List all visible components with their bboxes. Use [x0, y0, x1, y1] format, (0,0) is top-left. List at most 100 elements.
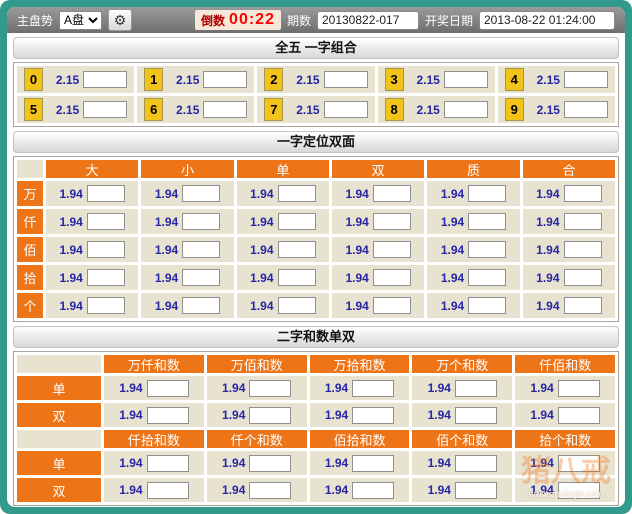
combo-cell: 6 2.15: [137, 96, 255, 123]
bet-amount-input[interactable]: [372, 297, 411, 314]
bet-amount-input[interactable]: [86, 269, 125, 286]
bet-amount-input[interactable]: [277, 269, 316, 286]
row-label: 个: [17, 293, 43, 318]
bet-amount-input[interactable]: [323, 71, 368, 88]
bet-amount-input[interactable]: [563, 185, 602, 202]
bet-amount-input[interactable]: [86, 213, 125, 230]
bet-amount-input[interactable]: [557, 379, 600, 397]
bet-amount-input[interactable]: [277, 213, 316, 230]
position-cell: 1.94: [236, 181, 329, 206]
bet-amount-input[interactable]: [454, 379, 497, 397]
bet-amount-input[interactable]: [182, 213, 221, 230]
bet-amount-input[interactable]: [372, 241, 411, 258]
bet-amount-input[interactable]: [443, 71, 488, 88]
bet-amount-input[interactable]: [352, 379, 395, 397]
bet-amount-input[interactable]: [372, 213, 411, 230]
digit-badge: 7: [264, 98, 284, 121]
bet-amount-input[interactable]: [249, 379, 292, 397]
bet-amount-input[interactable]: [277, 241, 316, 258]
bet-amount-input[interactable]: [249, 406, 292, 424]
settings-button[interactable]: ⚙: [108, 9, 133, 31]
draw-date-input[interactable]: [479, 10, 615, 30]
bet-amount-input[interactable]: [86, 297, 125, 314]
panel-mode-label: 主盘势: [17, 13, 54, 28]
bet-amount-input[interactable]: [563, 71, 608, 88]
odds-value: 1.94: [154, 242, 179, 257]
odds-value: 1.94: [345, 242, 369, 257]
bet-amount-input[interactable]: [249, 481, 292, 499]
odds-value: 1.94: [324, 483, 349, 497]
bet-amount-input[interactable]: [563, 101, 608, 118]
row-label: 佰: [17, 237, 43, 262]
row-label: 仟: [17, 209, 43, 234]
bet-amount-input[interactable]: [468, 241, 507, 258]
bet-amount-input[interactable]: [372, 185, 411, 202]
sum-cell: 1.94: [515, 478, 615, 502]
digit-badge: 1: [144, 68, 164, 91]
odds-value: 1.94: [222, 456, 246, 470]
combo-cell: 8 2.15: [377, 96, 495, 123]
bet-amount-input[interactable]: [182, 185, 221, 202]
bet-amount-input[interactable]: [249, 454, 292, 472]
bet-amount-input[interactable]: [468, 213, 507, 230]
column-header: 万拾和数: [309, 355, 410, 373]
odds-value: 1.94: [154, 186, 179, 201]
bet-amount-input[interactable]: [563, 297, 602, 314]
bet-amount-input[interactable]: [557, 454, 600, 472]
bet-amount-input[interactable]: [146, 481, 189, 499]
column-header: 仟拾和数: [104, 430, 204, 448]
odds-value: 2.15: [55, 102, 80, 117]
position-cell: 1.94: [236, 237, 329, 262]
bet-amount-input[interactable]: [203, 71, 248, 88]
bet-amount-input[interactable]: [352, 454, 395, 472]
section-position: 一字定位双面 大小单双质合万 1.94 1.94 1.94 1.94 1.94 1.94 仟 1…: [13, 131, 619, 322]
odds-value: 1.94: [59, 214, 83, 229]
sum-cell: 1.94: [412, 376, 513, 400]
section-combo-title: 全五 一字组合: [13, 37, 619, 59]
bet-amount-input[interactable]: [146, 406, 189, 424]
bet-amount-input[interactable]: [182, 269, 221, 286]
bet-amount-input[interactable]: [468, 297, 507, 314]
bet-amount-input[interactable]: [83, 101, 128, 118]
bet-amount-input[interactable]: [563, 241, 602, 258]
bet-amount-input[interactable]: [146, 379, 189, 397]
bet-amount-input[interactable]: [563, 213, 602, 230]
sum-cell: 1.94: [309, 451, 410, 475]
odds-value: 1.94: [536, 242, 560, 257]
bet-amount-input[interactable]: [86, 185, 125, 202]
bet-amount-input[interactable]: [83, 71, 128, 88]
corner-cell: [17, 430, 101, 448]
bet-amount-input[interactable]: [557, 406, 600, 424]
bet-amount-input[interactable]: [277, 297, 316, 314]
bet-amount-input[interactable]: [352, 406, 395, 424]
position-cell: 1.94: [522, 181, 615, 206]
odds-value: 1.94: [250, 186, 274, 201]
bet-amount-input[interactable]: [323, 101, 368, 118]
bet-amount-input[interactable]: [203, 101, 248, 118]
column-header: 仟个和数: [206, 430, 307, 448]
panel-select[interactable]: A盘: [59, 10, 103, 30]
bet-amount-input[interactable]: [454, 406, 497, 424]
bet-amount-input[interactable]: [182, 297, 221, 314]
bet-amount-input[interactable]: [454, 454, 497, 472]
issue-number-input[interactable]: [316, 10, 419, 30]
bet-amount-input[interactable]: [468, 185, 507, 202]
row-label: 单: [17, 451, 101, 475]
digit-badge: 0: [24, 68, 43, 91]
bet-amount-input[interactable]: [352, 481, 395, 499]
bet-amount-input[interactable]: [443, 101, 488, 118]
bet-amount-input[interactable]: [468, 269, 507, 286]
bet-amount-input[interactable]: [372, 269, 411, 286]
bet-amount-input[interactable]: [277, 185, 316, 202]
bet-amount-input[interactable]: [454, 481, 497, 499]
digit-badge: 2: [264, 68, 284, 91]
odds-value: 2.15: [296, 102, 320, 117]
odds-value: 1.94: [536, 270, 560, 285]
bet-amount-input[interactable]: [182, 241, 221, 258]
bet-amount-input[interactable]: [557, 481, 600, 499]
bet-amount-input[interactable]: [146, 454, 189, 472]
position-cell: 1.94: [236, 293, 329, 318]
bet-amount-input[interactable]: [563, 269, 602, 286]
combo-cell: 1 2.15: [137, 66, 255, 93]
bet-amount-input[interactable]: [86, 241, 125, 258]
